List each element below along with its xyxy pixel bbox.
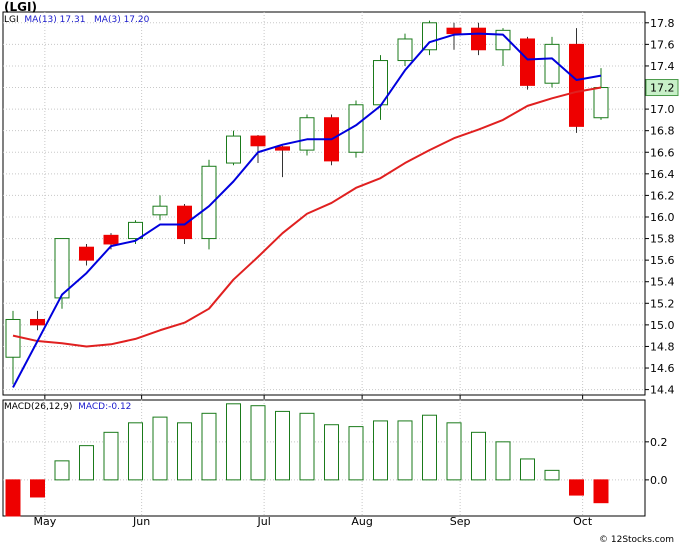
macd-bar <box>152 416 168 481</box>
candle-body <box>201 165 217 240</box>
watermark: © 12Stocks.com <box>599 535 674 545</box>
candle-body <box>422 22 437 51</box>
candle-body <box>128 221 143 240</box>
candle-body <box>250 135 266 147</box>
macd-bar <box>128 422 143 481</box>
ma13-line <box>12 32 602 388</box>
macd-bar <box>103 431 119 481</box>
macd-bar <box>30 479 45 498</box>
ma3-line <box>12 86 602 348</box>
macd-bar <box>471 431 486 481</box>
price-tick-label: 15.2 <box>650 297 675 310</box>
price-tick-label: 17.6 <box>650 38 675 51</box>
macd-tick-label: 0.2 <box>650 436 668 449</box>
candle-body <box>397 38 413 62</box>
price-tick-label: 17.4 <box>650 60 675 73</box>
price-tick-label: 16.0 <box>650 211 675 224</box>
macd-bar <box>324 424 339 481</box>
candle-body <box>593 87 609 119</box>
macd-bar <box>593 479 609 504</box>
macd-bar <box>348 426 364 481</box>
macd-legend-value: MACD:-0.12 <box>78 402 132 412</box>
macd-tick-label: 0.0 <box>650 474 668 487</box>
macd-bar <box>79 445 94 481</box>
candle-body <box>103 234 119 245</box>
candle-body <box>299 117 315 151</box>
price-tick-label: 14.8 <box>650 340 675 353</box>
price-tick-label: 15.4 <box>650 276 675 289</box>
price-legend-symbol: LGI <box>4 15 19 25</box>
candle-body <box>177 205 192 240</box>
price-tick-label: 15.0 <box>650 319 675 332</box>
ma13-legend-label: MA(13) <box>24 15 57 25</box>
last-price-box <box>645 79 679 97</box>
chart-title: (LGI) <box>4 0 37 14</box>
price-tick-label: 16.4 <box>650 168 675 181</box>
candle-body <box>446 27 462 35</box>
macd-bar <box>373 420 388 481</box>
macd-month-label: Oct <box>573 515 593 528</box>
price-legend: LGI MA(13) 17.31 MA(3) 17.20 <box>4 15 149 25</box>
macd-bar <box>422 414 437 481</box>
candle-body <box>569 43 584 127</box>
price-plot-frame <box>2 11 646 396</box>
candle-body <box>54 238 70 299</box>
macd-bar <box>5 479 21 517</box>
macd-bar <box>495 441 511 481</box>
macd-bar <box>226 403 241 481</box>
ma3-legend-value: 17.20 <box>123 15 150 25</box>
macd-bar <box>201 412 217 481</box>
ma13-legend-value: 17.31 <box>59 15 86 25</box>
price-tick-label: 17.8 <box>650 17 675 30</box>
candle-body <box>471 27 486 51</box>
macd-bar <box>397 420 413 481</box>
macd-bar <box>569 479 584 496</box>
macd-month-label: Jun <box>132 515 150 528</box>
last-price-label: 17.2 <box>650 82 675 95</box>
candle-body <box>5 318 21 358</box>
candle-body <box>30 318 45 326</box>
macd-bar <box>54 460 70 481</box>
macd-bar <box>250 405 266 481</box>
macd-bar <box>299 412 315 481</box>
price-tick-label: 16.2 <box>650 189 675 202</box>
price-tick-label: 15.6 <box>650 254 675 267</box>
ma3-legend-label: MA(3) <box>94 15 121 25</box>
price-panel: 14.4 14.6 14.8 15.0 15.2 15.4 15.6 15.8 16.0 16.2… <box>2 11 679 411</box>
macd-month-label: Aug <box>351 515 372 528</box>
macd-legend-label: MACD(26,12,9) <box>4 402 73 412</box>
macd-bar <box>275 410 290 481</box>
price-tick-label: 14.4 <box>650 384 675 397</box>
macd-bar <box>520 458 535 481</box>
macd-bar <box>544 469 560 481</box>
price-tick-label: 16.6 <box>650 146 675 159</box>
macd-panel: 0.2 0.0 May Jun Jul Aug Sep Oct <box>2 399 668 528</box>
price-tick-label: 16.8 <box>650 125 675 138</box>
candle-body <box>79 246 94 261</box>
macd-bar <box>177 422 192 481</box>
macd-legend: MACD(26,12,9) MACD:-0.12 <box>4 402 131 412</box>
price-tick-label: 14.6 <box>650 362 675 375</box>
macd-month-label: May <box>33 515 56 528</box>
candle-body <box>152 205 168 216</box>
candle-body <box>226 135 241 164</box>
macd-bar <box>446 422 462 481</box>
price-tick-label: 17.0 <box>650 103 675 116</box>
candle-body <box>275 146 290 151</box>
macd-month-label: Sep <box>450 515 471 528</box>
macd-month-label: Jul <box>256 515 270 528</box>
candle-body <box>520 38 535 86</box>
price-tick-label: 15.8 <box>650 233 675 246</box>
